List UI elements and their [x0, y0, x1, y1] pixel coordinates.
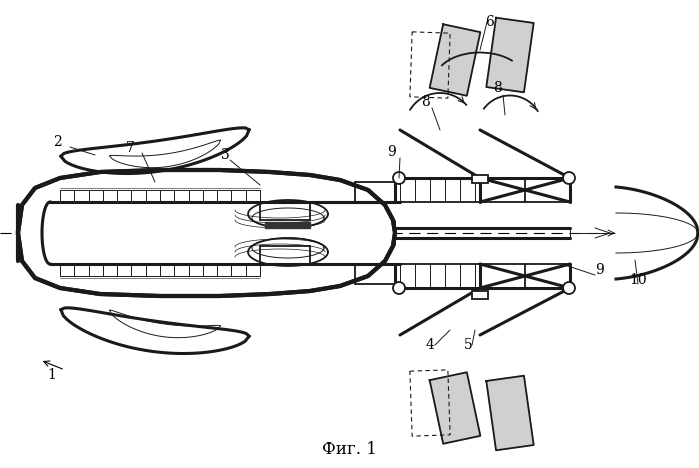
Text: 7: 7 — [126, 141, 134, 155]
Circle shape — [393, 172, 405, 184]
Polygon shape — [616, 187, 698, 279]
Bar — [472, 175, 488, 183]
Polygon shape — [61, 128, 249, 174]
Polygon shape — [430, 24, 480, 96]
Polygon shape — [487, 18, 533, 92]
Text: 8: 8 — [421, 95, 429, 109]
Polygon shape — [487, 376, 533, 450]
Text: 1: 1 — [48, 368, 57, 382]
Text: 6: 6 — [486, 15, 494, 29]
Circle shape — [563, 172, 575, 184]
Circle shape — [563, 282, 575, 294]
Text: 2: 2 — [52, 135, 62, 149]
Text: 5: 5 — [463, 338, 473, 352]
Polygon shape — [430, 372, 480, 444]
Bar — [472, 291, 488, 299]
Text: 4: 4 — [426, 338, 435, 352]
Polygon shape — [18, 170, 395, 296]
Circle shape — [393, 282, 405, 294]
Text: 10: 10 — [629, 273, 647, 287]
Polygon shape — [61, 308, 249, 353]
Text: 3: 3 — [221, 148, 229, 162]
Text: 9: 9 — [596, 263, 605, 277]
Text: 9: 9 — [388, 145, 396, 159]
Text: 8: 8 — [493, 81, 503, 95]
Polygon shape — [265, 222, 310, 228]
Text: Фиг. 1: Фиг. 1 — [322, 441, 377, 459]
